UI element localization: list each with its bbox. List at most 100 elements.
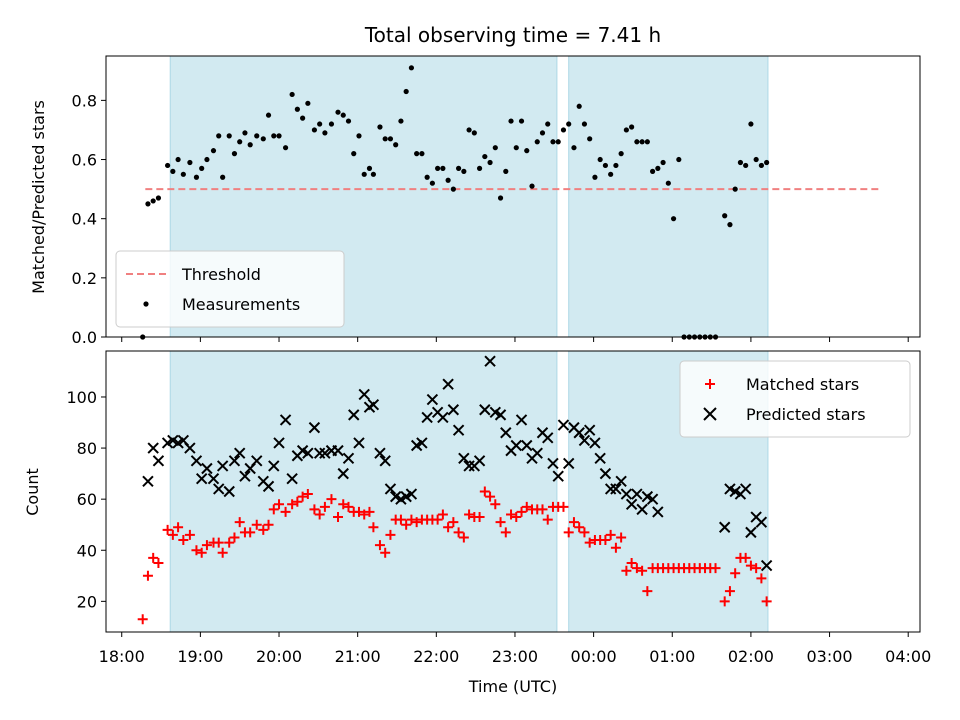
- matched-point-26: [287, 499, 298, 510]
- measurement-point-50: [419, 151, 425, 157]
- measurement-point-80: [576, 103, 582, 109]
- matched-point-41: [368, 522, 379, 533]
- matched-point-40: [364, 506, 375, 517]
- measurement-point-95: [655, 165, 661, 171]
- measurement-point-57: [456, 165, 462, 171]
- matched-point-91: [631, 563, 642, 574]
- matched-point-66: [500, 527, 511, 538]
- measurement-point-33: [328, 121, 335, 127]
- measurement-point-70: [524, 148, 530, 154]
- measurement-point-58: [461, 168, 467, 174]
- predicted-point-88: [620, 488, 633, 500]
- predicted-point-91: [636, 503, 648, 516]
- matched-point-106: [710, 563, 721, 574]
- measurement-point-96: [660, 159, 666, 166]
- matched-point-81: [579, 527, 590, 538]
- measurement-point-15: [226, 133, 232, 139]
- predicted-point-28: [302, 447, 314, 459]
- measurement-point-6: [175, 156, 181, 163]
- x-tick-label-7: 01:00: [649, 647, 695, 666]
- matched-point-109: [730, 568, 741, 579]
- top-y-tick-label-1: 0.2: [72, 269, 97, 288]
- predicted-point-99: [739, 483, 752, 495]
- matched-point-90: [626, 558, 637, 569]
- matched-point-47: [401, 519, 412, 530]
- measurement-point-24: [276, 133, 282, 139]
- matched-point-15: [224, 537, 235, 548]
- measurement-point-19: [247, 142, 253, 148]
- measurement-point-61: [476, 165, 483, 171]
- matched-point-23: [268, 504, 279, 515]
- matched-point-3: [153, 558, 164, 569]
- predicted-point-24: [279, 414, 292, 426]
- measurement-point-75: [550, 139, 556, 145]
- measurement-point-112: [748, 121, 754, 127]
- measurement-point-51: [424, 174, 430, 180]
- matched-point-85: [600, 535, 611, 546]
- matched-point-19: [245, 527, 256, 538]
- measurement-point-73: [539, 130, 546, 136]
- predicted-point-42: [379, 455, 391, 467]
- measurement-point-62: [482, 153, 488, 160]
- matched-point-113: [751, 563, 762, 574]
- predicted-point-76: [557, 419, 570, 431]
- matched-point-4: [162, 524, 173, 535]
- measurement-point-11: [204, 156, 210, 163]
- measurement-point-89: [623, 127, 629, 133]
- matched-point-31: [314, 509, 325, 520]
- measurement-point-43: [382, 136, 388, 142]
- measurement-point-63: [487, 159, 493, 166]
- matched-point-82: [584, 537, 595, 548]
- measurement-point-109: [732, 186, 738, 192]
- measurement-point-44: [387, 136, 394, 142]
- predicted-point-64: [494, 409, 507, 421]
- x-tick-label-0: 18:00: [99, 647, 145, 666]
- measurement-point-16: [231, 151, 238, 157]
- bottom-legend-label-0: Matched stars: [746, 375, 859, 394]
- predicted-point-103: [760, 559, 773, 572]
- measurement-point-41: [370, 171, 377, 177]
- matched-point-93: [642, 586, 653, 597]
- predicted-point-50: [421, 411, 433, 424]
- matched-point-36: [343, 501, 354, 512]
- measurement-point-99: [676, 156, 682, 163]
- predicted-point-2: [152, 455, 165, 467]
- measurement-point-34: [335, 109, 341, 115]
- predicted-point-35: [342, 452, 355, 464]
- top-legend-label-1: Measurements: [182, 295, 300, 314]
- matched-point-92: [637, 565, 648, 576]
- predicted-point-51: [426, 393, 439, 406]
- predicted-point-61: [479, 404, 491, 416]
- predicted-point-62: [484, 355, 496, 367]
- bottom-legend-label-1: Predicted stars: [746, 405, 866, 424]
- x-tick-label-8: 02:00: [728, 647, 774, 666]
- measurement-point-13: [216, 133, 222, 139]
- measurement-point-2: [150, 198, 156, 204]
- matched-point-14: [217, 547, 228, 558]
- measurement-point-87: [613, 162, 619, 169]
- measurement-point-10: [199, 165, 205, 171]
- measurement-point-17: [237, 139, 243, 145]
- measurement-point-65: [497, 195, 504, 201]
- predicted-point-89: [625, 498, 638, 510]
- measurement-point-30: [311, 127, 318, 133]
- matched-point-27: [292, 496, 303, 507]
- predicted-point-84: [599, 467, 612, 480]
- bottom-y-tick-label-4: 100: [66, 388, 97, 407]
- predicted-point-67: [510, 439, 522, 452]
- measurement-point-90: [629, 124, 635, 130]
- predicted-point-54: [442, 378, 454, 390]
- matched-point-39: [359, 509, 370, 520]
- measurement-point-22: [265, 112, 272, 118]
- matched-point-32: [319, 501, 330, 512]
- legend-measurement-swatch: [143, 301, 149, 307]
- predicted-point-77: [563, 457, 575, 470]
- matched-point-55: [443, 522, 454, 533]
- matched-point-46: [395, 514, 406, 525]
- measurement-point-56: [450, 186, 456, 192]
- measurement-point-67: [508, 118, 514, 124]
- predicted-point-94: [652, 506, 664, 518]
- x-tick-label-5: 23:00: [492, 647, 538, 666]
- predicted-point-65: [500, 427, 512, 439]
- predicted-point-74: [547, 457, 559, 470]
